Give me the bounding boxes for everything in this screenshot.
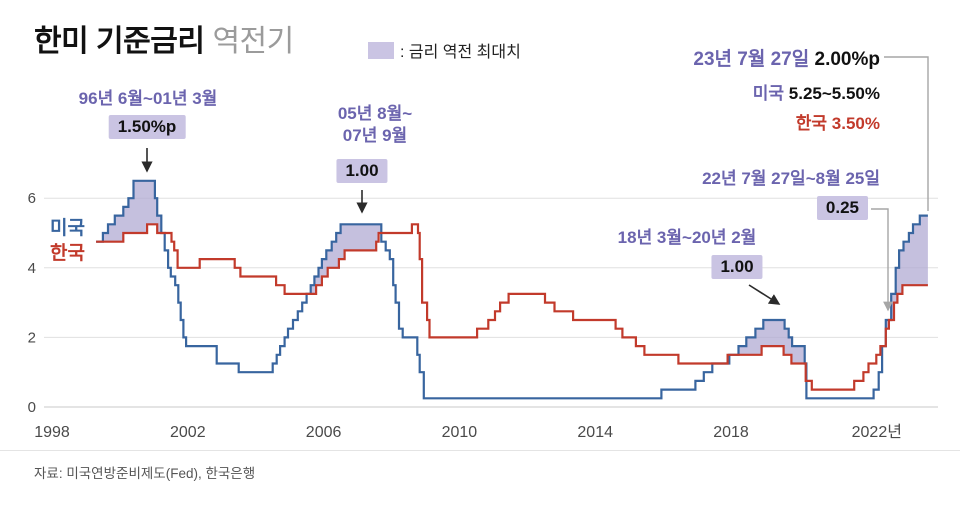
page-title-main: 한미 기준금리 — [34, 25, 205, 58]
x-tick-1998: 1998 — [34, 424, 70, 441]
footer-divider — [0, 450, 960, 451]
kr-series-line — [96, 223, 928, 391]
latest-row-date: 23년 7월 27일 2.00%p — [693, 44, 880, 71]
x-tick-2006: 2006 — [306, 424, 342, 441]
x-tick-2022: 2022년 — [852, 423, 902, 441]
inversion-swatch-icon — [368, 41, 394, 59]
latest-gap: 2.00%p — [814, 49, 880, 70]
period2-label-line2: 07년 9월 — [342, 126, 408, 146]
page-title: 한미 기준금리 역전기 — [34, 16, 294, 60]
inversion-area-2 — [311, 224, 382, 294]
period3-arrow — [748, 284, 781, 305]
period1-value: 1.50%p — [108, 115, 186, 139]
x-tick-2010: 2010 — [442, 424, 478, 441]
page-title-sub: 역전기 — [212, 25, 294, 58]
kr-series-label: 한국 — [50, 243, 85, 264]
x-tick-2002: 2002 — [170, 424, 206, 441]
period4-value: 0.25 — [816, 196, 868, 220]
x-tick-2014: 2014 — [577, 424, 613, 441]
period2-label: 05년 8월~ 07년 9월 — [338, 103, 412, 147]
latest-row-kr: 한국 3.50% — [693, 109, 880, 134]
latest-date: 23년 7월 27일 — [693, 49, 810, 70]
latest-annotation: 23년 7월 27일 2.00%p 미국 5.25~5.50% 한국 3.50% — [693, 44, 880, 139]
source-text: 자료: 미국연방준비제도(Fed), 한국은행 — [34, 466, 256, 481]
period4-connector — [871, 208, 893, 312]
y-tick-6: 6 — [28, 190, 36, 207]
latest-kr-label: 한국 — [795, 114, 828, 133]
period1-label: 96년 6월~01년 3월 — [78, 89, 218, 108]
us-series-label: 미국 — [50, 218, 85, 239]
latest-kr-value: 3.50% — [831, 114, 880, 133]
latest-us-value: 5.25~5.50% — [788, 84, 880, 103]
period2-label-line1: 05년 8월~ — [337, 104, 413, 123]
y-tick-4: 4 — [28, 260, 36, 277]
latest-row-us: 미국 5.25~5.50% — [693, 79, 880, 104]
period4-label: 22년 7월 27일~8월 25일 — [702, 169, 880, 188]
period2-value: 1.00 — [336, 159, 388, 183]
y-tick-0: 0 — [28, 399, 36, 416]
y-tick-2: 2 — [28, 329, 36, 346]
period3-value: 1.00 — [711, 255, 763, 279]
legend-label: : 금리 역전 최대치 — [400, 44, 521, 61]
period3-label: 18년 3월~20년 2월 — [617, 228, 757, 247]
x-tick-2018: 2018 — [713, 424, 749, 441]
latest-us-label: 미국 — [752, 84, 785, 103]
legend: : 금리 역전 최대치 — [368, 38, 521, 62]
latest-connector — [884, 56, 929, 211]
